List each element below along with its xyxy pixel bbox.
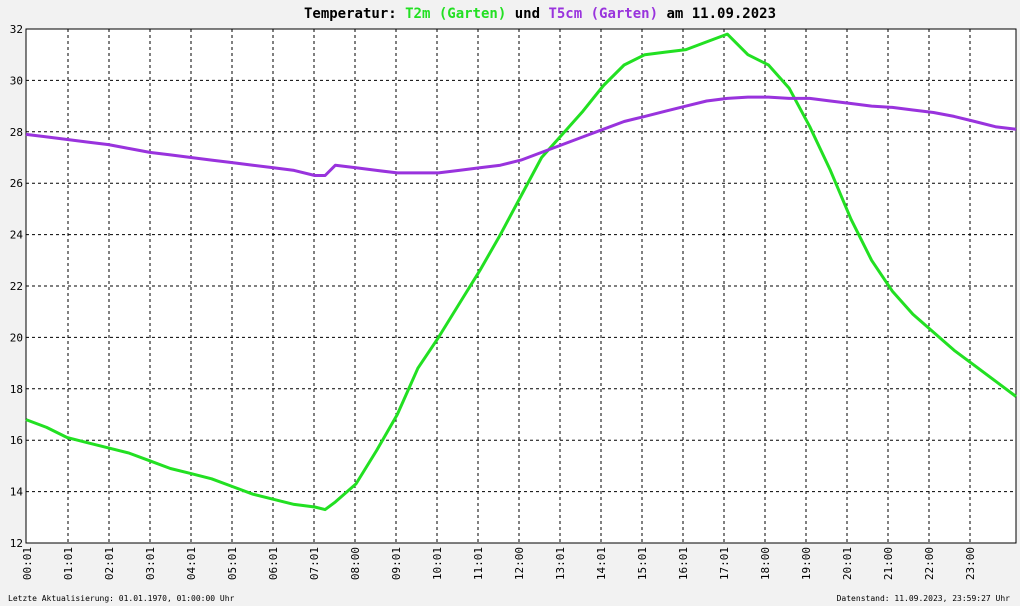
title-suffix: am 11.09.2023	[658, 6, 776, 22]
footer-data-status: Datenstand: 11.09.2023, 23:59:27 Uhr	[837, 594, 1011, 603]
title-prefix: Temperatur:	[304, 6, 405, 22]
x-tick-label: 15:01	[636, 547, 649, 580]
y-tick-label: 26	[10, 177, 23, 190]
x-tick-label: 22:00	[923, 547, 936, 580]
vertical-grid	[67, 29, 971, 543]
x-tick-label: 07:01	[308, 547, 321, 580]
y-tick-label: 24	[10, 229, 24, 242]
x-tick-label: 06:01	[267, 547, 280, 580]
x-tick-label: 23:00	[964, 547, 977, 580]
x-tick-label: 00:01	[21, 547, 34, 580]
x-axis-tick-labels: 00:01 01:01 02:01 03:01 04:01 05:01 06:01 07:01…	[21, 547, 977, 580]
y-tick-label: 16	[10, 434, 23, 447]
x-tick-label: 08:00	[349, 547, 362, 580]
x-tick-label: 14:01	[595, 547, 608, 580]
title-series-t5cm: T5cm (Garten)	[548, 6, 658, 22]
x-tick-label: 19:00	[800, 547, 813, 580]
footer-last-update: Letzte Aktualisierung: 01.01.1970, 01:00…	[8, 594, 235, 603]
y-tick-label: 14	[10, 486, 24, 499]
x-tick-label: 10:01	[431, 547, 444, 580]
x-tick-label: 01:01	[62, 547, 75, 580]
y-tick-label: 20	[10, 331, 23, 344]
y-tick-label: 22	[10, 280, 23, 293]
x-tick-label: 20:01	[841, 547, 854, 580]
title-mid: und	[506, 6, 548, 22]
horizontal-grid	[26, 79, 1016, 493]
x-tick-label: 13:01	[554, 547, 567, 580]
series-lines	[25, 32, 1017, 512]
y-tick-label: 32	[10, 23, 23, 36]
x-tick-label: 17:01	[718, 547, 731, 580]
y-axis-tick-labels: 12 14 16 18 20 22 24 26 28 30 32	[10, 23, 24, 550]
y-tick-label: 28	[10, 126, 23, 139]
x-tick-label: 09:01	[390, 547, 403, 580]
series-line-t5cm	[25, 95, 1017, 177]
y-tick-label: 18	[10, 383, 23, 396]
x-tick-label: 12:00	[513, 547, 526, 580]
series-line-t2m	[25, 32, 1017, 512]
x-tick-label: 16:01	[677, 547, 690, 580]
y-tick-label: 12	[10, 537, 23, 550]
y-tick-label: 30	[10, 74, 23, 87]
x-tick-label: 11:01	[472, 547, 485, 580]
x-tick-label: 05:01	[226, 547, 239, 580]
x-tick-label: 03:01	[144, 547, 157, 580]
chart-title: Temperatur: T2m (Garten) und T5cm (Garte…	[304, 6, 776, 22]
x-tick-label: 21:00	[882, 547, 895, 580]
x-tick-label: 18:00	[759, 547, 772, 580]
x-tick-label: 02:01	[103, 547, 116, 580]
plot-border	[25, 28, 1017, 544]
x-tick-label: 04:01	[185, 547, 198, 580]
title-series-t2m: T2m (Garten)	[405, 6, 506, 22]
